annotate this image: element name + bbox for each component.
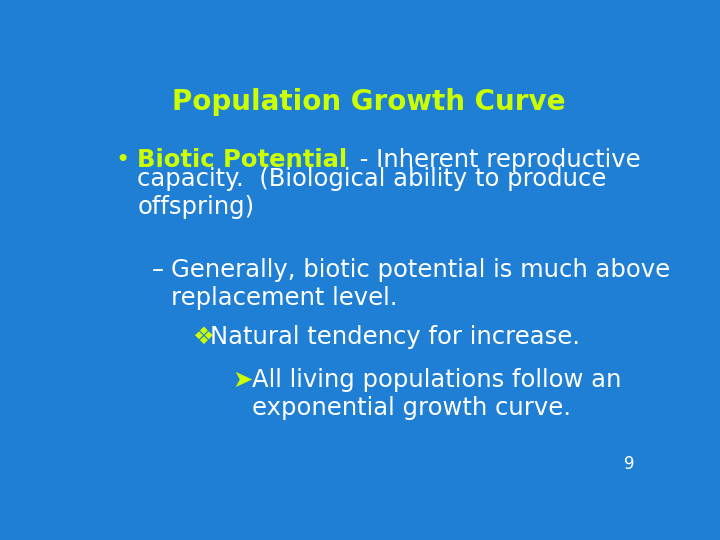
Text: •: • <box>115 148 130 172</box>
Text: Biotic Potential: Biotic Potential <box>138 148 348 172</box>
Text: –: – <box>151 258 163 282</box>
Text: Population Growth Curve: Population Growth Curve <box>172 87 566 116</box>
Text: ➤: ➤ <box>233 368 253 393</box>
Text: ❖: ❖ <box>193 325 215 349</box>
Text: capacity.  (Biological ability to produce
offspring): capacity. (Biological ability to produce… <box>138 167 607 219</box>
Text: All living populations follow an
exponential growth curve.: All living populations follow an exponen… <box>252 368 621 420</box>
Text: Natural tendency for increase.: Natural tendency for increase. <box>210 325 580 349</box>
Text: - Inherent reproductive: - Inherent reproductive <box>352 148 641 172</box>
Text: Generally, biotic potential is much above
replacement level.: Generally, biotic potential is much abov… <box>171 258 670 310</box>
Text: 9: 9 <box>624 455 634 473</box>
